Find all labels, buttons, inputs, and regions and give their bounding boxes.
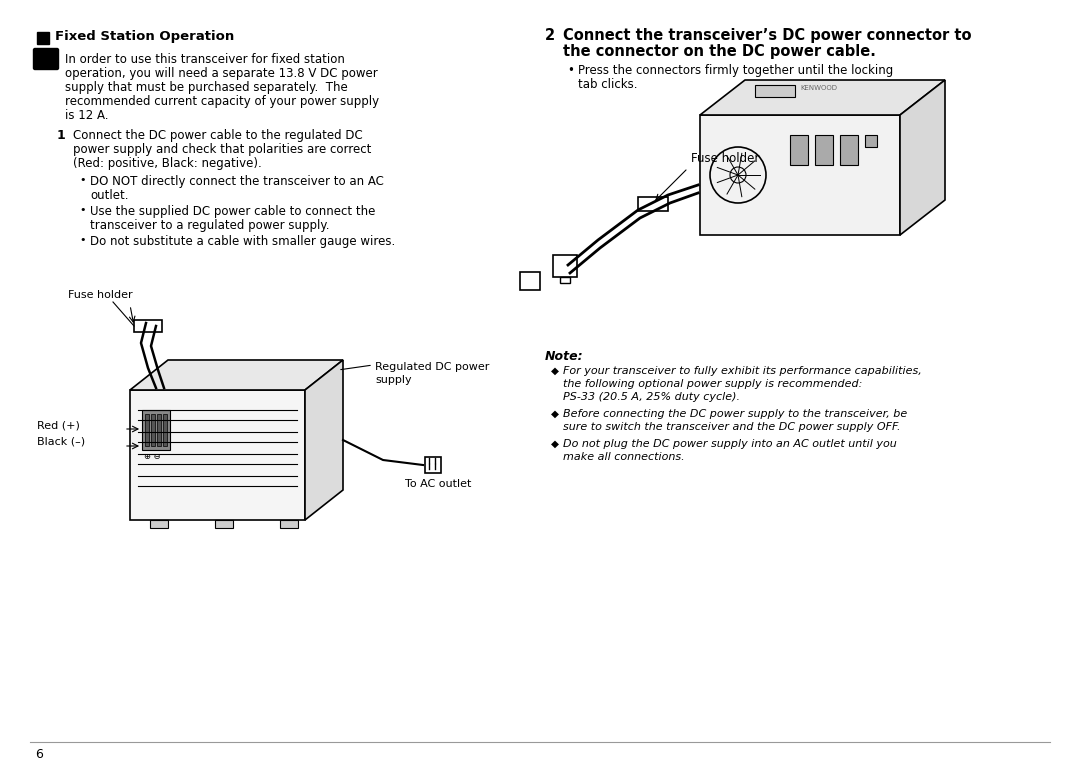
Text: Do not plug the DC power supply into an AC outlet until you: Do not plug the DC power supply into an … <box>563 439 896 449</box>
Bar <box>561 277 570 283</box>
Bar <box>37 32 49 44</box>
Text: supply that must be purchased separately.  The: supply that must be purchased separately… <box>65 81 348 94</box>
Text: •: • <box>79 205 85 215</box>
Polygon shape <box>900 80 945 235</box>
Bar <box>280 520 298 528</box>
Text: 1: 1 <box>57 129 66 142</box>
Text: 6: 6 <box>35 748 43 760</box>
Bar <box>141 410 170 450</box>
Text: Fixed Station Operation: Fixed Station Operation <box>55 30 234 43</box>
Text: is 12 A.: is 12 A. <box>65 109 108 122</box>
Polygon shape <box>130 390 305 520</box>
Bar <box>789 135 808 165</box>
Bar <box>815 135 833 165</box>
Text: KENWOOD: KENWOOD <box>800 85 837 91</box>
Text: Connect the DC power cable to the regulated DC: Connect the DC power cable to the regula… <box>73 129 363 142</box>
Text: •: • <box>567 64 573 77</box>
Text: transceiver to a regulated power supply.: transceiver to a regulated power supply. <box>90 219 329 232</box>
Text: ◆: ◆ <box>551 366 559 376</box>
Text: Press the connectors firmly together until the locking: Press the connectors firmly together unt… <box>578 64 893 77</box>
Text: DO NOT directly connect the transceiver to an AC: DO NOT directly connect the transceiver … <box>90 175 383 188</box>
Polygon shape <box>700 115 900 235</box>
Text: make all connections.: make all connections. <box>563 452 685 462</box>
Bar <box>638 197 669 211</box>
FancyBboxPatch shape <box>33 49 58 69</box>
Bar <box>145 414 149 446</box>
Polygon shape <box>130 360 343 390</box>
Polygon shape <box>700 80 945 115</box>
Bar <box>157 414 161 446</box>
Text: Use the supplied DC power cable to connect the: Use the supplied DC power cable to conne… <box>90 205 376 218</box>
Text: Fuse holder: Fuse holder <box>691 152 759 165</box>
Bar <box>163 414 167 446</box>
Text: recommended current capacity of your power supply: recommended current capacity of your pow… <box>65 95 379 108</box>
Bar <box>865 135 877 147</box>
Bar <box>755 85 795 97</box>
Text: Fuse holder: Fuse holder <box>68 290 133 300</box>
Text: Before connecting the DC power supply to the transceiver, be: Before connecting the DC power supply to… <box>563 409 907 419</box>
Text: tab clicks.: tab clicks. <box>578 78 637 91</box>
Text: Do not substitute a cable with smaller gauge wires.: Do not substitute a cable with smaller g… <box>90 235 395 248</box>
Bar <box>426 457 441 473</box>
Bar <box>519 272 540 290</box>
Text: ◆: ◆ <box>551 409 559 419</box>
Bar <box>553 255 577 277</box>
Text: PS-33 (20.5 A, 25% duty cycle).: PS-33 (20.5 A, 25% duty cycle). <box>563 392 740 402</box>
Text: Regulated DC power
supply: Regulated DC power supply <box>375 362 489 385</box>
Text: Black (–): Black (–) <box>37 437 85 447</box>
Text: ◆: ◆ <box>551 439 559 449</box>
Text: For your transceiver to fully exhibit its performance capabilities,: For your transceiver to fully exhibit it… <box>563 366 921 376</box>
Text: ⊕ ⊖: ⊕ ⊖ <box>144 452 161 461</box>
Text: To AC outlet: To AC outlet <box>405 479 471 489</box>
Text: 2: 2 <box>545 28 555 43</box>
Bar <box>215 520 233 528</box>
Text: outlet.: outlet. <box>90 189 129 202</box>
Text: operation, you will need a separate 13.8 V DC power: operation, you will need a separate 13.8… <box>65 67 378 80</box>
Bar <box>840 135 858 165</box>
Text: Red (+): Red (+) <box>37 420 80 430</box>
Text: (Red: positive, Black: negative).: (Red: positive, Black: negative). <box>73 157 261 170</box>
Text: the connector on the DC power cable.: the connector on the DC power cable. <box>563 44 876 59</box>
Bar <box>150 520 168 528</box>
Text: sure to switch the transceiver and the DC power supply OFF.: sure to switch the transceiver and the D… <box>563 422 901 432</box>
Text: •: • <box>79 235 85 245</box>
Text: In order to use this transceiver for fixed station: In order to use this transceiver for fix… <box>65 53 345 66</box>
Bar <box>134 320 162 332</box>
Text: power supply and check that polarities are correct: power supply and check that polarities a… <box>73 143 372 156</box>
Text: the following optional power supply is recommended:: the following optional power supply is r… <box>563 379 862 389</box>
Text: •: • <box>79 175 85 185</box>
Text: Note:: Note: <box>545 350 583 363</box>
Text: Connect the transceiver’s DC power connector to: Connect the transceiver’s DC power conne… <box>563 28 972 43</box>
Polygon shape <box>305 360 343 520</box>
Bar <box>151 414 156 446</box>
Text: 1: 1 <box>42 53 50 63</box>
